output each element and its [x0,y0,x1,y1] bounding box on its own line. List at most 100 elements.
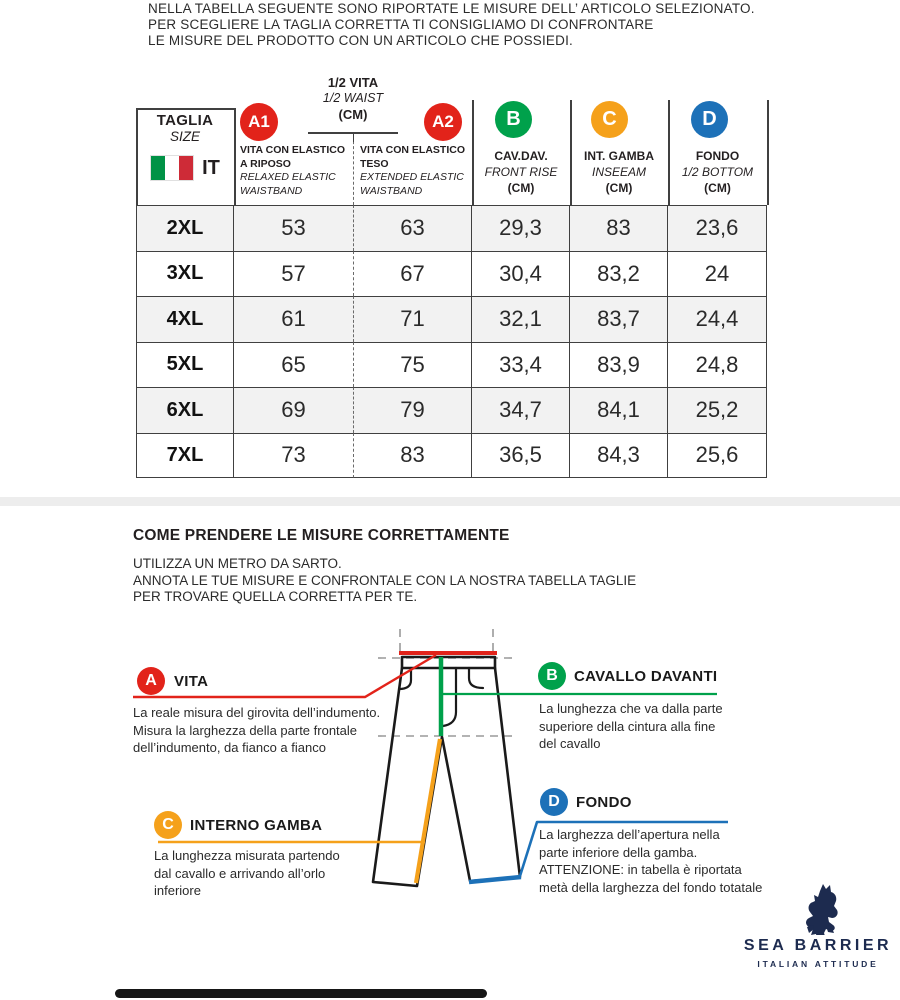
badge-b: B [495,101,532,138]
annotation-line: inferiore [154,883,201,898]
a1-sub: RELAXED ELASTIC [240,171,336,183]
annotation-a-text: La reale misura del girovita dell’indume… [133,704,380,757]
column-header-a1: VITA CON ELASTICO A RIPOSO RELAXED ELAST… [240,144,354,198]
value-cell: 24,8 [668,341,767,387]
size-cell: 2XL [136,205,234,251]
value-cell: 57 [234,250,353,297]
annotation-line: metà della larghezza del fondo totatale [539,879,763,895]
howto-paragraph: UTILIZZA UN METRO DA SARTO. ANNOTA LE TU… [133,556,636,606]
howto-line: UTILIZZA UN METRO DA SARTO. [133,556,342,571]
value-cell: 63 [353,205,472,251]
value-cell: 69 [234,387,353,433]
value-cell: 67 [353,250,472,296]
intro-line: LE MISURE DEL PRODOTTO CON UN ARTICOLO C… [148,33,573,48]
table-border [668,100,670,205]
b-unit: (CM) [507,181,535,195]
annotation-a-badge: A [137,667,165,695]
a1-sub2: WAISTBAND [240,184,303,197]
brand-tagline: ITALIAN ATTITUDE [757,959,879,969]
size-table-body: 2XL 53 63 29,3 83 23,6 3XL 57 67 30,4 83… [136,205,767,478]
half-waist-unit: (CM) [338,107,368,122]
annotation-line: ATTENZIONE: in tabella è riportata [539,862,742,877]
section-divider [0,497,900,506]
howto-line: ANNOTA LE TUE MISURE E CONFRONTALE CON L… [133,572,637,588]
value-cell: 53 [234,205,353,251]
value-cell: 24,4 [668,296,767,342]
d-unit: (CM) [704,181,731,195]
measure-d-line [468,820,728,885]
table-border [234,108,236,205]
column-header-b: CAV.DAV. FRONT RISE (CM) [472,148,570,196]
annotation-line: superiore della cintura alla fine [539,718,716,734]
taglia-label: TAGLIA [156,112,214,129]
value-cell: 25,2 [668,387,767,433]
howto-line: PER TROVARE QUELLA CORRETTA PER TE. [133,589,418,604]
howto-heading: COME PRENDERE LE MISURE CORRETTAMENTE [133,527,510,544]
measure-b-line [438,657,717,736]
value-cell: 84,1 [570,387,668,433]
table-border [136,108,235,110]
d-sub: 1/2 BOTTOM [681,165,754,179]
scrollbar[interactable] [115,989,487,998]
annotation-line: La larghezza dell’apertura nella [539,827,720,842]
country-code: IT [202,156,220,179]
taglia-header-cell: TAGLIA SIZE IT [136,112,234,181]
pants-outline [371,655,522,888]
value-cell: 65 [234,341,353,388]
b-title: CAV.DAV. [494,149,548,163]
badge-a1: A1 [240,103,278,141]
value-cell: 79 [353,387,472,433]
annotation-line: La reale misura del girovita dell’indume… [133,705,381,720]
annotation-d-label: FONDO [576,794,632,811]
annotation-c-text: La lunghezza misurata partendo dal caval… [154,847,340,900]
value-cell: 73 [234,432,353,478]
size-cell: 6XL [136,387,234,433]
pants-diagram [133,629,728,888]
value-cell: 36,5 [472,432,570,478]
c-sub: INSEEAM [591,165,646,179]
a2-sub: EXTENDED ELASTIC [360,171,464,183]
table-border [136,108,138,205]
value-cell: 83 [353,432,472,478]
flag-italy-icon [150,155,195,181]
annotation-line: Misura la larghezza della parte frontale [133,722,358,738]
value-cell: 83,2 [570,250,668,296]
intro-line: PER SCEGLIERE LA TAGLIA CORRETTA TI CONS… [148,17,654,32]
annotation-c-label: INTERNO GAMBA [190,817,323,834]
column-header-a2: VITA CON ELASTICO TESO EXTENDED ELASTIC … [360,144,474,198]
annotation-c-badge: C [154,811,182,839]
annotation-line: dell’indumento, da fianco a fianco [133,740,326,755]
annotation-b-label: CAVALLO DAVANTI [574,668,718,685]
value-cell: 71 [353,296,472,342]
badge-a2: A2 [424,103,462,141]
a1-title: VITA CON ELASTICO [240,144,345,156]
column-header-d: FONDO 1/2 BOTTOM (CM) [668,148,767,196]
intro-line: NELLA TABELLA SEGUENTE SONO RIPORTATE LE… [148,1,755,16]
half-waist-subtitle: 1/2 WAIST [322,91,384,105]
value-cell: 30,4 [472,250,570,296]
badge-c: C [591,101,628,138]
measure-c-line [158,738,443,884]
value-cell: 32,1 [472,296,570,342]
c-unit: (CM) [605,181,633,195]
annotation-line: La lunghezza misurata partendo [154,848,340,863]
lion-crest-icon [806,884,838,935]
annotation-b-badge: B [538,662,566,690]
annotation-line: La lunghezza che va dalla parte [539,701,723,716]
size-label: SIZE [169,129,200,144]
size-cell: 4XL [136,296,234,342]
column-header-c: INT. GAMBA INSEEAM (CM) [570,148,668,196]
table-border [472,100,474,205]
measure-a-line [133,651,497,699]
d-title: FONDO [695,149,740,163]
c-title: INT. GAMBA [584,149,654,163]
size-cell: 3XL [136,250,234,296]
value-cell: 23,6 [668,205,767,251]
a2-sub2: WAISTBAND [360,184,423,197]
value-cell: 84,3 [570,432,668,478]
value-cell: 29,3 [472,205,570,251]
value-cell: 83,7 [570,296,668,342]
value-cell: 24 [668,250,767,296]
value-cell: 34,7 [472,387,570,433]
